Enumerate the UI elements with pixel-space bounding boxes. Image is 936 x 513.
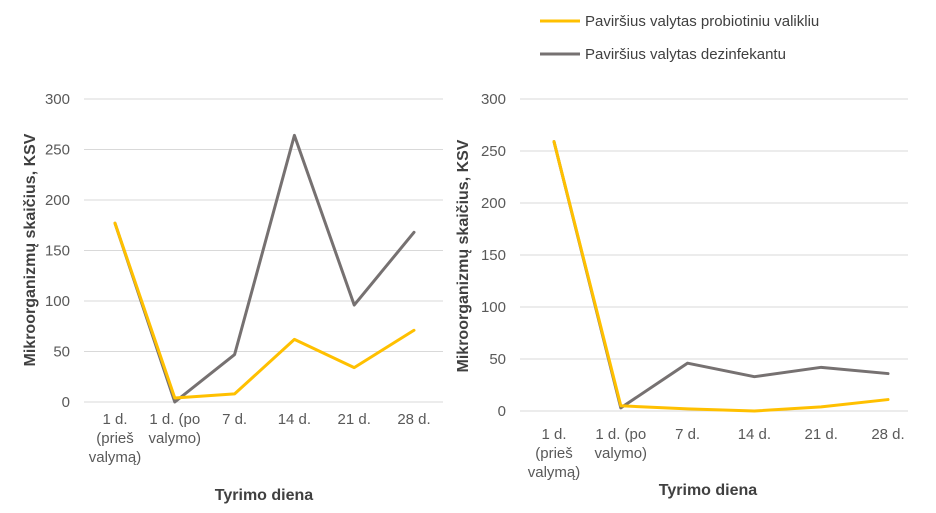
- x-tick-label: 7 d.: [222, 411, 247, 428]
- y-tick-label: 150: [481, 247, 506, 264]
- x-tick-label: 1 d. (prieš valymą): [528, 426, 581, 481]
- x-axis-title: Tyrimo diena: [215, 487, 313, 504]
- x-tick-label: 14 d.: [278, 411, 311, 428]
- gridlines: [520, 98, 908, 412]
- y-tick-label: 300: [481, 91, 506, 108]
- y-tick-label: 100: [481, 299, 506, 316]
- y-tick-label: 250: [481, 143, 506, 160]
- series-line-probiotic: [552, 140, 890, 413]
- series-line-disinfectant: [113, 133, 416, 404]
- y-tick-label: 300: [45, 91, 70, 108]
- y-axis-title: Mikroorganizmų skaičius, KSV: [455, 139, 472, 372]
- x-tick-label: 1 d. (prieš valymą): [89, 411, 142, 466]
- y-tick-label: 200: [45, 192, 70, 209]
- chart-left: 0 50 100 150 200 250 300 1 d. (prieš valymą)1 d.…: [22, 91, 443, 504]
- x-tick-labels: 1 d. (prieš valymą)1 d. (po valymo) 7 d. 14 d…: [89, 411, 431, 466]
- y-tick-label: 50: [489, 351, 506, 368]
- x-tick-label: 28 d.: [871, 426, 904, 443]
- y-tick-label: 150: [45, 243, 70, 260]
- series-lines: [113, 133, 416, 404]
- y-tick-label: 250: [45, 142, 70, 159]
- x-axis-title: Tyrimo diena: [659, 482, 757, 499]
- x-tick-label: 28 d.: [397, 411, 430, 428]
- x-tick-labels: 1 d. (prieš valymą) 1 d. (po valymo) 7 d. 14 d…: [528, 426, 905, 481]
- x-tick-label: 1 d. (po valymo): [149, 411, 202, 447]
- y-tick-labels: 0 50 100 150 200 250 300: [481, 91, 506, 420]
- y-tick-label: 200: [481, 195, 506, 212]
- y-tick-label: 0: [62, 394, 70, 411]
- legend: Paviršius valytas probiotiniu valikliu P…: [540, 13, 819, 63]
- y-tick-label: 100: [45, 293, 70, 310]
- x-tick-label: 21 d.: [805, 426, 838, 443]
- y-axis-title: Mikroorganizmų skaičius, KSV: [22, 133, 39, 366]
- x-tick-label: 21 d.: [338, 411, 371, 428]
- series-line-disinfectant: [552, 140, 890, 410]
- legend-label-disinfectant: Paviršius valytas dezinfekantu: [585, 46, 786, 63]
- series-line-probiotic: [113, 221, 416, 400]
- y-tick-label: 50: [53, 344, 70, 361]
- x-tick-label: 7 d.: [675, 426, 700, 443]
- legend-label-probiotic: Paviršius valytas probiotiniu valikliu: [585, 13, 819, 30]
- x-tick-label: 14 d.: [738, 426, 771, 443]
- series-lines: [552, 140, 890, 413]
- y-tick-label: 0: [498, 403, 506, 420]
- x-tick-label: 1 d. (po valymo): [595, 426, 648, 462]
- y-tick-labels: 0 50 100 150 200 250 300: [45, 91, 70, 411]
